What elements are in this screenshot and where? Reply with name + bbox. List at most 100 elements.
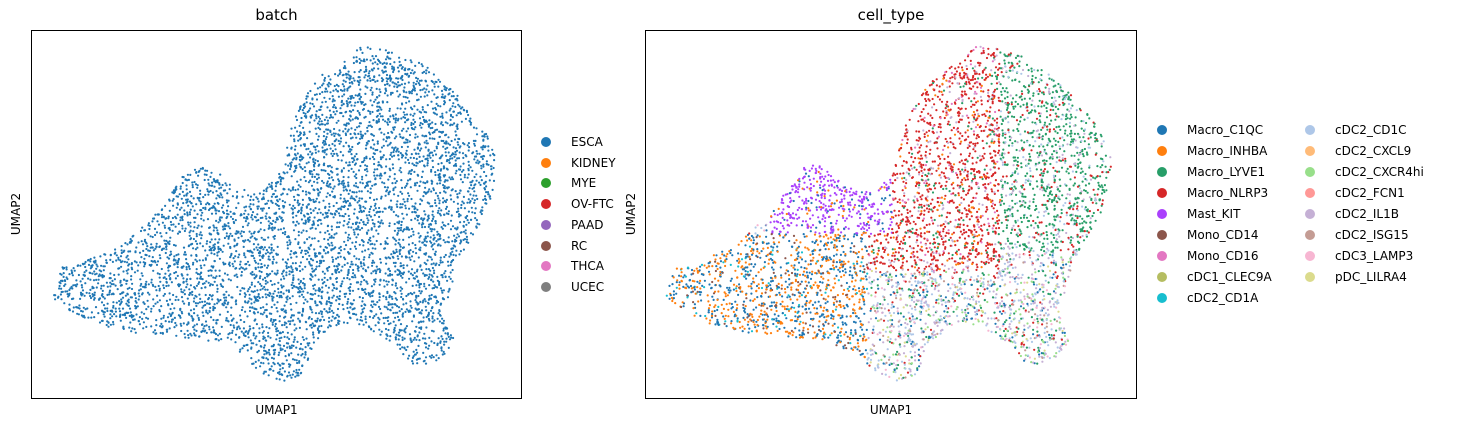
- scatter-point: [215, 219, 218, 222]
- scatter-point: [269, 252, 272, 255]
- scatter-point: [353, 231, 356, 234]
- scatter-point: [342, 224, 345, 227]
- scatter-point: [265, 352, 268, 355]
- scatter-point: [193, 180, 196, 184]
- scatter-point: [89, 294, 92, 298]
- scatter-point: [457, 215, 461, 218]
- scatter-point: [354, 263, 357, 266]
- scatter-point: [421, 226, 424, 229]
- scatter-point: [320, 297, 323, 300]
- scatter-point: [463, 238, 467, 241]
- scatter-point: [377, 321, 380, 324]
- scatter-point: [233, 212, 236, 215]
- scatter-point: [177, 257, 180, 261]
- scatter-point: [193, 328, 196, 331]
- scatter-point: [307, 203, 310, 206]
- scatter-point: [343, 205, 346, 209]
- scatter-point: [171, 229, 174, 232]
- scatter-point: [376, 114, 379, 117]
- scatter-point: [326, 182, 329, 185]
- scatter-point: [390, 295, 393, 298]
- scatter-point: [407, 251, 411, 254]
- scatter-point: [351, 145, 354, 149]
- scatter-point: [236, 190, 239, 193]
- scatter-point: [416, 362, 419, 365]
- scatter-point: [299, 372, 302, 375]
- scatter-point: [102, 284, 105, 287]
- scatter-point: [404, 161, 407, 164]
- scatter-point: [271, 226, 274, 229]
- scatter-point: [272, 343, 275, 346]
- scatter-point: [449, 124, 452, 127]
- scatter-point: [393, 82, 396, 85]
- scatter-point: [434, 285, 437, 288]
- scatter-point: [81, 286, 84, 289]
- scatter-point: [457, 210, 460, 213]
- scatter-point: [397, 215, 400, 218]
- scatter-point: [405, 348, 408, 352]
- scatter-point: [427, 347, 430, 350]
- scatter-point: [459, 250, 462, 253]
- scatter-point: [369, 215, 373, 218]
- scatter-point: [207, 269, 210, 272]
- scatter-point: [257, 218, 260, 222]
- scatter-point: [235, 328, 239, 331]
- scatter-point: [303, 356, 306, 359]
- scatter-point: [443, 343, 446, 346]
- scatter-point: [81, 262, 84, 265]
- scatter-point: [420, 126, 423, 129]
- scatter-point: [281, 211, 284, 214]
- scatter-point: [301, 348, 304, 351]
- scatter-point: [204, 249, 207, 252]
- scatter-point: [400, 156, 404, 159]
- scatter-point: [323, 272, 326, 275]
- scatter-point: [296, 199, 299, 202]
- scatter-point: [347, 287, 350, 290]
- scatter-point: [380, 146, 384, 149]
- scatter-point: [77, 313, 80, 316]
- scatter-point: [314, 159, 317, 162]
- scatter-point: [416, 77, 419, 80]
- scatter-point: [95, 263, 98, 266]
- scatter-point: [408, 100, 411, 103]
- scatter-point: [456, 127, 459, 130]
- scatter-point: [169, 250, 172, 253]
- scatter-point: [391, 279, 394, 282]
- scatter-point: [400, 292, 403, 295]
- scatter-point: [134, 251, 137, 254]
- scatter-point: [316, 181, 319, 184]
- scatter-point: [271, 270, 274, 273]
- scatter-point: [467, 173, 470, 176]
- scatter-point: [369, 79, 372, 82]
- scatter-point: [131, 282, 134, 285]
- scatter-point: [343, 248, 346, 251]
- scatter-point: [274, 221, 277, 224]
- scatter-point: [265, 249, 268, 252]
- scatter-point: [219, 283, 222, 286]
- scatter-point: [378, 293, 381, 296]
- scatter-point: [277, 353, 280, 357]
- scatter-point: [436, 244, 439, 247]
- scatter-point: [409, 258, 412, 261]
- scatter-point: [347, 181, 350, 184]
- scatter-point: [482, 138, 485, 141]
- scatter-point: [197, 316, 200, 320]
- scatter-point: [299, 108, 302, 111]
- scatter-point: [101, 289, 104, 292]
- scatter-point: [409, 304, 412, 307]
- scatter-point: [54, 298, 57, 301]
- scatter-point: [353, 71, 356, 74]
- scatter-point: [469, 166, 472, 169]
- scatter-point: [208, 302, 211, 305]
- scatter-point: [294, 115, 298, 118]
- scatter-point: [300, 293, 304, 296]
- scatter-point: [343, 89, 346, 92]
- scatter-point: [365, 292, 368, 296]
- scatter-point: [418, 83, 421, 86]
- scatter-point: [396, 315, 400, 318]
- scatter-point: [201, 306, 204, 309]
- scatter-point: [211, 246, 214, 249]
- scatter-point: [336, 221, 339, 224]
- scatter-point: [433, 228, 436, 231]
- scatter-point: [454, 238, 457, 241]
